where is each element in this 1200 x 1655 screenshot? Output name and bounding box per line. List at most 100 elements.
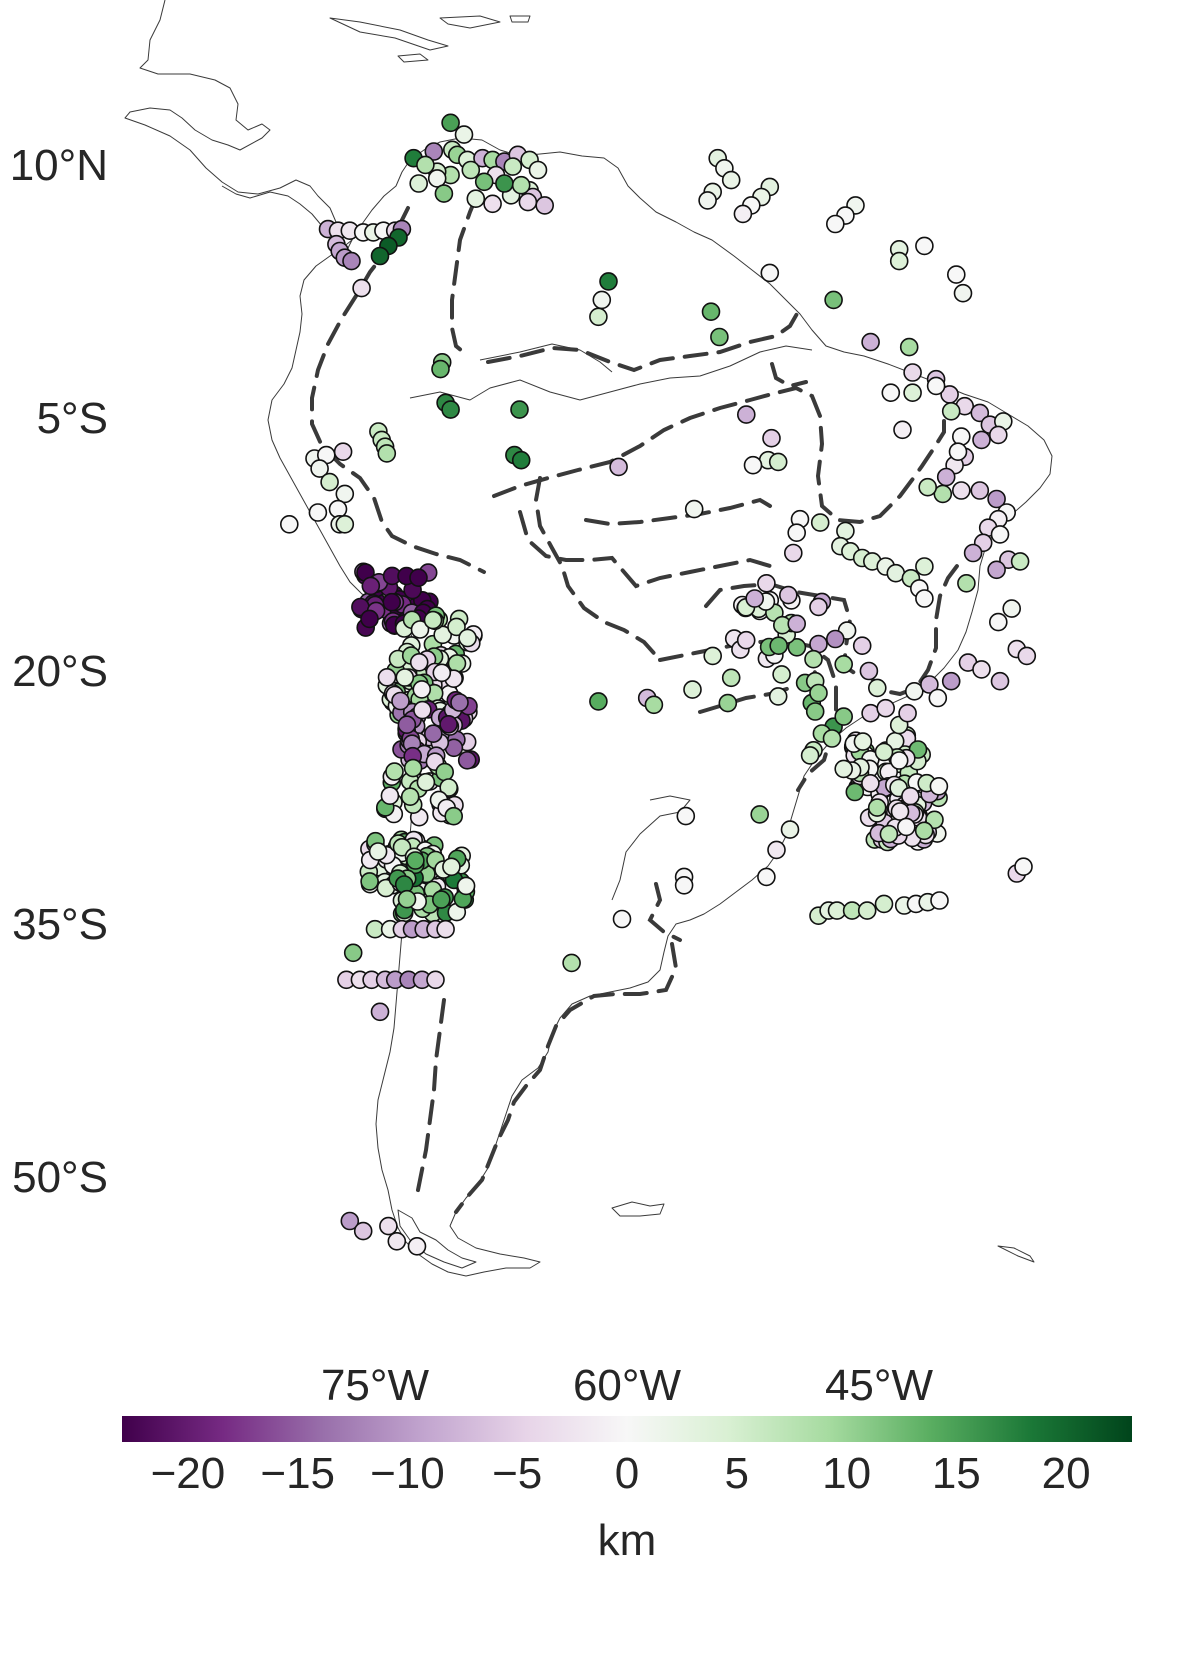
station-marker: [852, 636, 872, 656]
station-marker: [963, 543, 983, 563]
station-marker: [592, 290, 612, 310]
station-marker: [899, 337, 919, 357]
station-marker: [409, 174, 429, 193]
station-marker: [718, 693, 738, 713]
station-marker: [407, 1237, 427, 1256]
station-marker: [824, 290, 843, 310]
station-marker: [447, 617, 466, 637]
station-marker: [733, 204, 753, 224]
station-marker: [589, 692, 608, 711]
station-marker: [382, 592, 402, 612]
coastline-rio-de-la-plata: [611, 795, 691, 901]
station-marker: [1017, 646, 1037, 666]
station-marker: [433, 625, 453, 645]
station-marker: [427, 169, 447, 188]
station-marker: [391, 691, 410, 711]
station-marker: [360, 609, 379, 629]
station-marker: [562, 953, 581, 973]
station-marker: [385, 762, 404, 781]
station-marker: [903, 363, 922, 382]
station-marker: [951, 427, 971, 446]
station-marker: [780, 820, 800, 839]
station-marker: [352, 278, 371, 298]
station-marker: [442, 857, 461, 877]
colorbar-tick-label: −20: [151, 1449, 226, 1498]
station-marker: [915, 589, 934, 608]
station-marker: [915, 557, 934, 576]
station-marker: [929, 776, 949, 796]
colorbar-tick-label: 15: [932, 1449, 981, 1498]
station-marker: [970, 403, 990, 423]
station-marker: [825, 629, 845, 649]
station-marker: [861, 773, 880, 793]
station-marker: [825, 214, 845, 234]
station-marker: [990, 525, 1010, 544]
station-marker: [674, 875, 694, 895]
station-marker: [368, 842, 388, 861]
river-amazon: [409, 345, 813, 401]
coastline-south-georgia: [997, 1245, 1035, 1263]
colorbar-tick-label: 10: [822, 1449, 871, 1498]
latitude-axis: 10°N 5°S 20°S 35°S 50°S: [10, 141, 108, 1202]
station-marker: [416, 155, 435, 175]
station-marker: [889, 251, 909, 271]
coastlines: [124, 0, 1053, 1277]
station-marker: [988, 612, 1008, 632]
station-marker: [876, 698, 896, 718]
station-marker: [377, 667, 397, 687]
station-marker: [434, 184, 454, 203]
station-marker: [441, 400, 460, 419]
station-marker: [439, 714, 458, 734]
station-marker: [987, 489, 1006, 509]
station-marker: [809, 597, 828, 617]
station-marker: [933, 484, 953, 504]
coastline-cuba: [329, 17, 449, 51]
station-marker: [853, 732, 873, 751]
station-marker: [896, 817, 916, 837]
station-marker: [370, 246, 390, 266]
station-marker: [423, 610, 443, 630]
station-markers: [279, 113, 1037, 1256]
station-marker: [436, 919, 455, 939]
station-marker: [701, 302, 721, 322]
coastline-tierra-del-fuego: [397, 1209, 477, 1269]
latitude-tick-label: 5°S: [37, 394, 108, 443]
station-marker: [743, 455, 763, 475]
station-marker: [589, 307, 608, 327]
station-marker: [953, 283, 973, 303]
latitude-tick-label: 10°N: [10, 141, 108, 190]
station-marker: [431, 890, 451, 909]
station-marker: [380, 786, 400, 806]
station-marker: [930, 891, 949, 910]
station-marker: [928, 688, 948, 708]
station-marker: [893, 420, 912, 440]
station-marker: [410, 620, 430, 639]
longitude-tick-label: 45°W: [825, 1361, 934, 1410]
boundary-patagonia-west: [414, 998, 446, 1202]
station-marker: [890, 802, 910, 821]
station-marker: [948, 442, 968, 462]
boundary-uruguay: [647, 882, 682, 942]
station-marker: [528, 160, 548, 180]
station-marker: [1014, 857, 1033, 877]
station-marker: [972, 430, 991, 450]
station-marker: [834, 707, 854, 726]
station-marker: [599, 272, 618, 291]
station-marker: [867, 798, 887, 817]
station-marker: [360, 872, 379, 891]
station-marker: [845, 782, 865, 802]
station-marker: [397, 889, 417, 909]
station-marker: [762, 428, 781, 448]
coastline-hispaniola: [439, 15, 501, 29]
station-marker: [676, 806, 696, 826]
station-marker: [320, 472, 339, 492]
station-marker: [804, 649, 823, 669]
station-marker: [736, 405, 756, 424]
station-marker: [409, 568, 428, 588]
station-marker: [684, 499, 704, 519]
station-marker: [857, 901, 877, 920]
colorbar-title: km: [598, 1516, 657, 1565]
coastline-jamaica: [397, 53, 429, 63]
station-marker: [397, 715, 417, 735]
